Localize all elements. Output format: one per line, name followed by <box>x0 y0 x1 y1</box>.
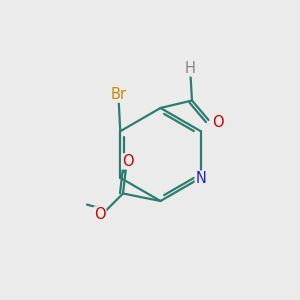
Text: H: H <box>185 61 196 76</box>
Text: O: O <box>94 207 106 222</box>
Text: N: N <box>195 171 206 186</box>
Text: Br: Br <box>111 87 127 102</box>
Text: O: O <box>212 115 223 130</box>
Text: O: O <box>122 154 133 169</box>
